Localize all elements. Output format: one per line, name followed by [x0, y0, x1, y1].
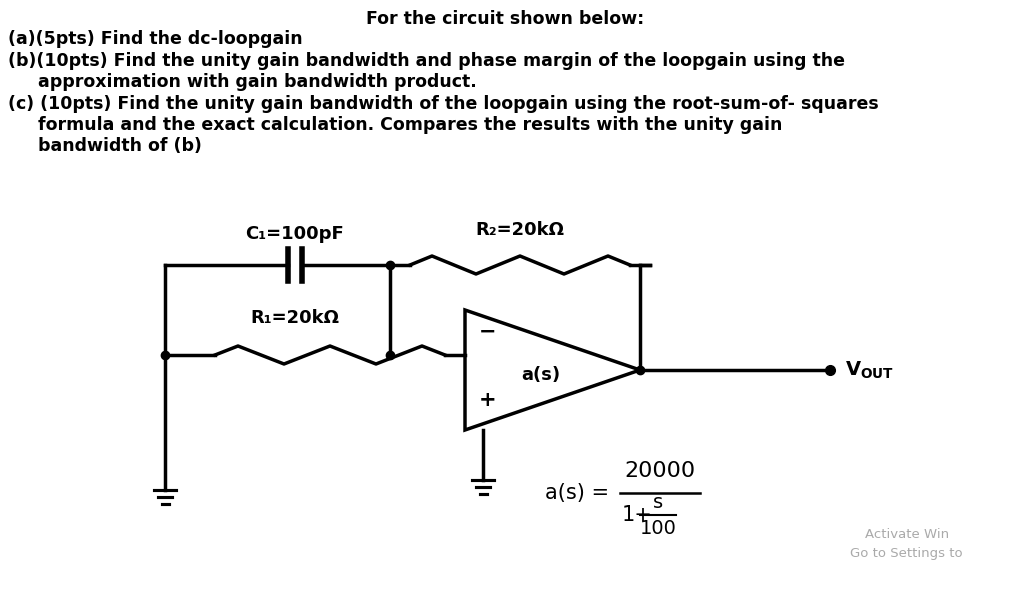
Text: For the circuit shown below:: For the circuit shown below: [366, 10, 644, 28]
Text: R₁=20kΩ: R₁=20kΩ [250, 309, 339, 327]
Text: (a)(5pts) Find the dc-loopgain: (a)(5pts) Find the dc-loopgain [8, 30, 303, 48]
Text: 20000: 20000 [624, 461, 696, 481]
Text: Go to Settings to: Go to Settings to [850, 547, 963, 560]
Text: −: − [479, 322, 497, 342]
Text: a(s) =: a(s) = [545, 483, 609, 503]
Text: bandwidth of (b): bandwidth of (b) [8, 137, 202, 155]
Text: 1+: 1+ [622, 505, 652, 525]
Text: (b)(10pts) Find the unity gain bandwidth and phase margin of the loopgain using : (b)(10pts) Find the unity gain bandwidth… [8, 52, 845, 70]
Text: +: + [479, 390, 497, 410]
Text: s: s [652, 492, 663, 511]
Text: (c) (10pts) Find the unity gain bandwidth of the loopgain using the root-sum-of-: (c) (10pts) Find the unity gain bandwidt… [8, 95, 879, 113]
Text: Activate Win: Activate Win [865, 529, 949, 541]
Text: $\mathbf{V_{OUT}}$: $\mathbf{V_{OUT}}$ [845, 359, 894, 381]
Text: a(s): a(s) [521, 366, 561, 384]
Text: 100: 100 [639, 519, 677, 538]
Text: C₁=100pF: C₁=100pF [245, 225, 344, 243]
Text: approximation with gain bandwidth product.: approximation with gain bandwidth produc… [8, 73, 477, 91]
Text: R₂=20kΩ: R₂=20kΩ [476, 221, 565, 239]
Text: formula and the exact calculation. Compares the results with the unity gain: formula and the exact calculation. Compa… [8, 116, 783, 134]
